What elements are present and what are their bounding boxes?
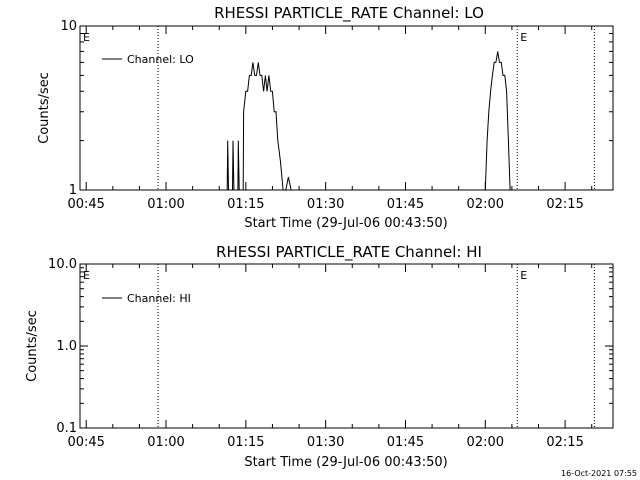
hi-x-tick-label: 02:15 [546, 435, 583, 450]
lo-x-tick-label: 01:30 [307, 197, 344, 212]
hi-x-tick-label: 02:00 [467, 435, 504, 450]
lo-series-line-segment [226, 140, 229, 191]
lo-x-tick-label: 01:15 [227, 197, 264, 212]
lo-x-axis-label: Start Time (29-Jul-06 00:43:50) [244, 216, 447, 231]
hi-legend-label: Channel: HI [127, 292, 191, 305]
lo-series-line-segment [242, 62, 294, 191]
hi-y-axis-label: Counts/sec [25, 310, 40, 382]
hi-x-tick-label: 00:45 [67, 435, 104, 450]
generation-timestamp: 16-Oct-2021 07:55 [561, 469, 637, 478]
hi-x-tick-label: 01:30 [307, 435, 344, 450]
lo-event-marker-label: E [83, 31, 90, 44]
lo-channel-panel: RHESSI PARTICLE_RATE Channel: LO E E 00:4… [37, 4, 614, 231]
hi-event-marker-label: E [520, 269, 527, 282]
lo-x-tick-label: 01:45 [387, 197, 424, 212]
hi-y-tick-label: 0.1 [56, 421, 77, 436]
lo-y-axis-label: Counts/sec [37, 72, 52, 144]
lo-x-tick-label: 00:45 [67, 197, 104, 212]
lo-event-marker-label: E [520, 31, 527, 44]
hi-x-tick-label: 01:15 [227, 435, 264, 450]
hi-x-tick-label: 01:45 [387, 435, 424, 450]
hi-x-axis-label: Start Time (29-Jul-06 00:43:50) [244, 455, 447, 470]
lo-plot-frame [79, 25, 614, 191]
lo-series-line-segment [232, 140, 235, 191]
hi-y-tick-label: 10.0 [48, 257, 77, 272]
lo-x-tick-label: 01:00 [147, 197, 184, 212]
hi-event-marker-label: E [83, 269, 90, 282]
hi-x-tick-label: 01:00 [147, 435, 184, 450]
lo-legend-label: Channel: LO [127, 53, 194, 66]
hi-channel-panel: RHESSI PARTICLE_RATE Channel: HI E E 00:4… [25, 243, 614, 470]
lo-y-tick-label: 1 [69, 183, 77, 198]
hi-plot-frame [79, 263, 614, 429]
hi-y-tick-label: 1.0 [56, 339, 77, 354]
lo-y-tick-label: 10 [60, 19, 77, 34]
hi-chart-title: RHESSI PARTICLE_RATE Channel: HI [216, 243, 482, 262]
lo-chart-title: RHESSI PARTICLE_RATE Channel: LO [214, 4, 484, 23]
lo-series-line-segment [237, 140, 240, 191]
lo-x-tick-label: 02:00 [467, 197, 504, 212]
lo-series-line-segment [484, 51, 511, 191]
lo-x-tick-label: 02:15 [546, 197, 583, 212]
